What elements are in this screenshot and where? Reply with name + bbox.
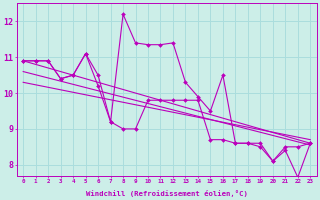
X-axis label: Windchill (Refroidissement éolien,°C): Windchill (Refroidissement éolien,°C) <box>86 190 248 197</box>
